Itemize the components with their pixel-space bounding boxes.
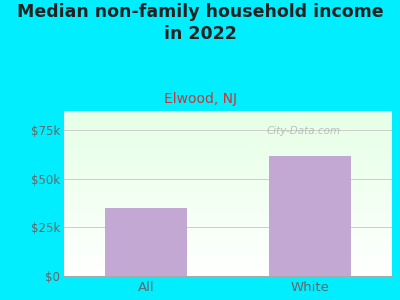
Text: City-Data.com: City-Data.com xyxy=(266,126,340,136)
Text: Elwood, NJ: Elwood, NJ xyxy=(164,92,236,106)
Text: Median non-family household income
in 2022: Median non-family household income in 20… xyxy=(17,3,383,43)
Bar xyxy=(105,208,187,276)
Bar xyxy=(269,156,351,276)
